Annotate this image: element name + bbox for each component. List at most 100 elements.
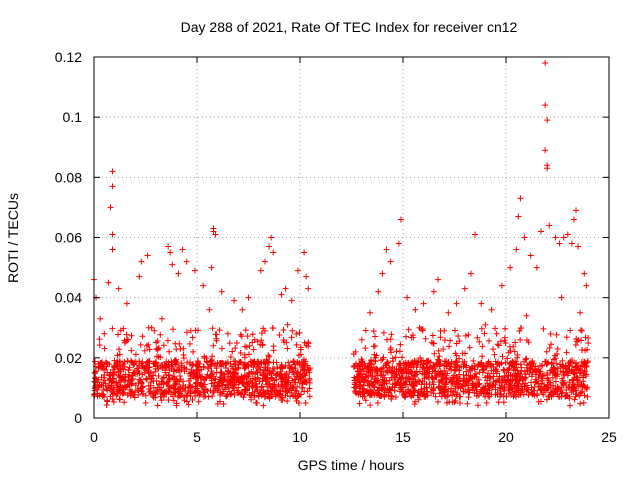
data-point (388, 331, 395, 338)
data-point (559, 357, 566, 364)
data-point (290, 358, 297, 365)
data-point (508, 385, 515, 392)
data-point (241, 391, 248, 398)
data-point (124, 382, 131, 389)
data-point (422, 393, 429, 400)
data-point (237, 349, 244, 356)
data-point (404, 294, 411, 301)
data-point (358, 336, 365, 343)
data-point (372, 375, 379, 382)
data-point (416, 324, 423, 331)
data-point (234, 389, 241, 396)
data-point (124, 357, 131, 364)
data-point (470, 382, 477, 389)
data-point (569, 381, 576, 388)
data-point (570, 377, 577, 384)
data-point (142, 392, 149, 399)
data-point (579, 383, 586, 390)
data-point (388, 393, 395, 400)
data-point (494, 341, 501, 348)
data-point (191, 387, 198, 394)
data-point (266, 391, 273, 398)
data-point (266, 243, 273, 250)
data-point (111, 357, 118, 364)
data-point (380, 354, 387, 361)
data-point (233, 340, 240, 347)
data-point (166, 376, 173, 383)
data-point (559, 375, 566, 382)
data-point (523, 355, 530, 362)
data-point (261, 258, 268, 265)
data-point (128, 332, 135, 339)
data-point (208, 367, 215, 374)
data-point (556, 240, 563, 247)
data-point (578, 337, 585, 344)
data-point (261, 390, 268, 397)
data-point (179, 246, 186, 253)
data-point (294, 267, 301, 274)
data-point (352, 348, 359, 355)
data-point (256, 378, 263, 385)
data-point (584, 393, 591, 400)
data-point (493, 330, 500, 337)
data-point (542, 102, 549, 109)
data-point (367, 309, 374, 316)
data-point (574, 338, 581, 345)
data-point (571, 385, 578, 392)
data-point (357, 388, 364, 395)
data-point (230, 358, 237, 365)
data-point (379, 270, 386, 277)
data-point (414, 392, 421, 399)
data-point (542, 147, 549, 154)
data-point (304, 366, 311, 373)
data-point (194, 380, 201, 387)
data-point (527, 361, 534, 368)
data-point (291, 361, 298, 368)
data-point (209, 393, 216, 400)
data-point (478, 359, 485, 366)
data-point (366, 360, 373, 367)
data-point (577, 389, 584, 396)
data-point (160, 342, 167, 349)
data-point (459, 358, 466, 365)
data-point (175, 393, 182, 400)
data-point (225, 368, 232, 375)
data-point (474, 334, 481, 341)
data-point (397, 216, 404, 223)
data-point (361, 386, 368, 393)
data-point (402, 365, 409, 372)
data-point (293, 341, 300, 348)
data-point (306, 367, 313, 374)
data-point (492, 325, 499, 332)
data-point (395, 240, 402, 247)
data-point (241, 365, 248, 372)
data-point (96, 341, 103, 348)
data-point (127, 390, 134, 397)
data-point (521, 234, 528, 241)
data-point (259, 341, 266, 348)
data-point (397, 341, 404, 348)
data-point (163, 380, 170, 387)
data-point (270, 249, 277, 256)
data-point (460, 388, 467, 395)
data-point (269, 383, 276, 390)
scatter-points (91, 60, 592, 409)
data-point (268, 370, 275, 377)
data-point (245, 351, 252, 358)
data-point (403, 378, 410, 385)
data-point (284, 321, 291, 328)
data-point (114, 358, 121, 365)
data-point (501, 337, 508, 344)
data-point (488, 367, 495, 374)
data-point (521, 375, 528, 382)
data-point (370, 383, 377, 390)
data-point (441, 337, 448, 344)
data-point (398, 384, 405, 391)
data-point (109, 231, 116, 238)
data-point (245, 372, 252, 379)
data-point (218, 288, 225, 295)
data-point (501, 367, 508, 374)
data-point (408, 362, 415, 369)
data-point (495, 342, 502, 349)
